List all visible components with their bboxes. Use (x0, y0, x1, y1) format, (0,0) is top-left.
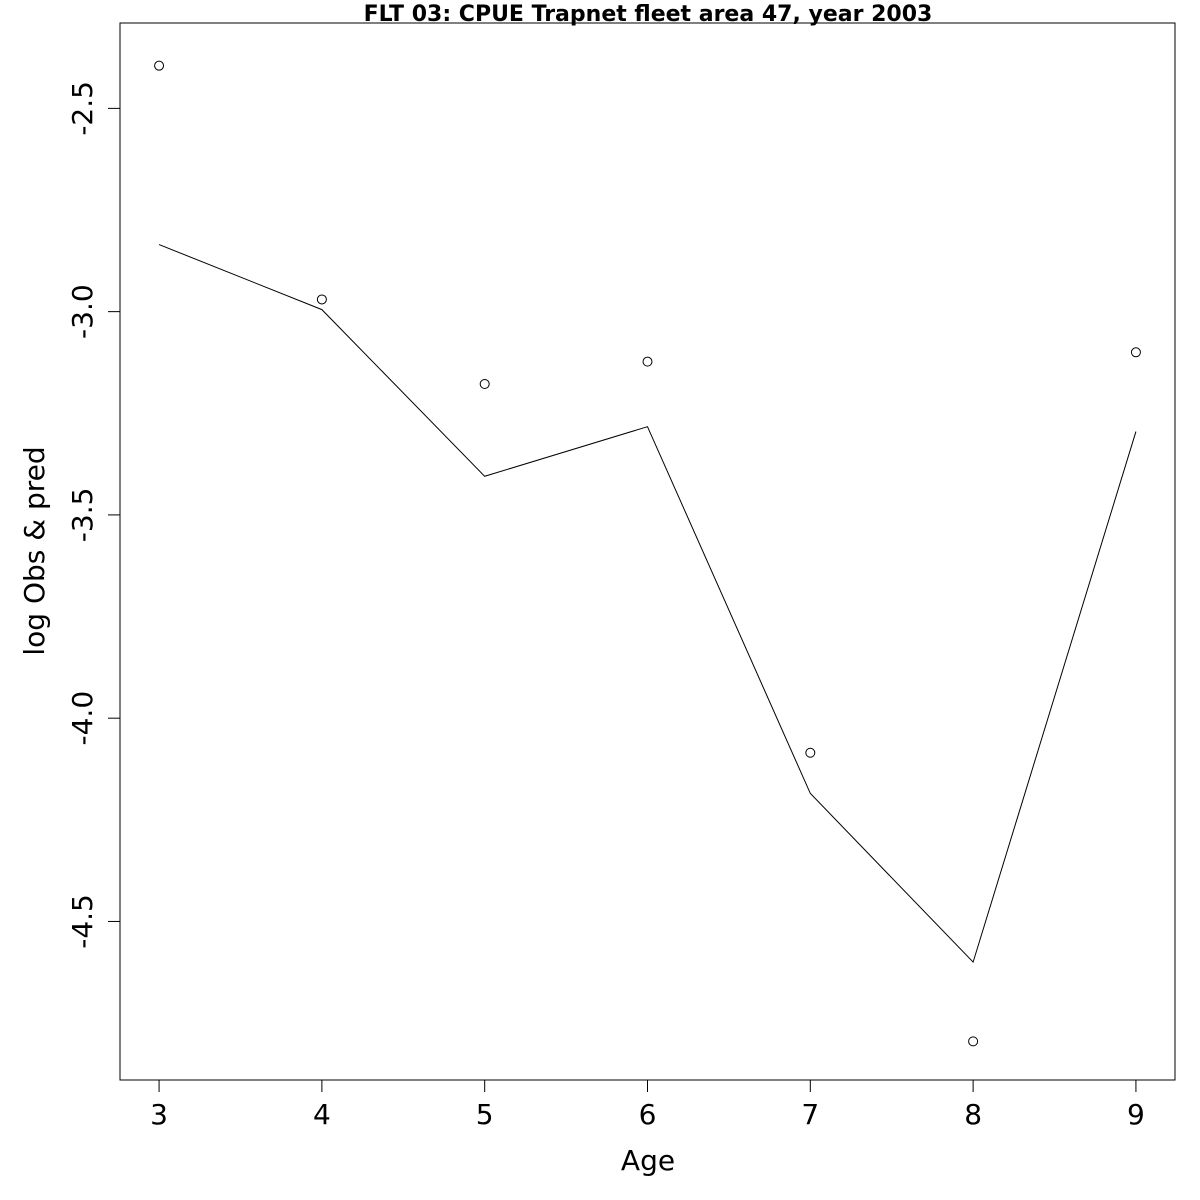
observed-point (154, 60, 165, 71)
x-tick-label: 7 (801, 1098, 819, 1131)
observed-point (805, 747, 816, 758)
x-tick-label: 6 (639, 1098, 657, 1131)
x-tick-label: 5 (476, 1098, 494, 1131)
predicted-line (158, 244, 1137, 964)
x-tick-label: 9 (1127, 1098, 1145, 1131)
y-tick-label: -4.5 (66, 894, 99, 949)
x-tick-label: 8 (964, 1098, 982, 1131)
x-tick-label: 3 (150, 1098, 168, 1131)
y-tick-label: -4.0 (66, 691, 99, 746)
observed-point (316, 294, 327, 305)
observed-point (968, 1036, 979, 1047)
x-tick-label: 4 (313, 1098, 331, 1131)
observed-point (479, 379, 490, 390)
y-axis: -2.5 -3.0 -3.5 -4.0 -4.5 (66, 81, 120, 949)
y-tick-label: -3.0 (66, 284, 99, 339)
y-tick-label: -3.5 (66, 488, 99, 543)
series-layer (154, 60, 1141, 1047)
y-axis-label: log Obs & pred (18, 446, 51, 655)
observed-point (642, 356, 653, 367)
observed-point (1130, 347, 1141, 358)
x-axis: 3 4 5 6 7 8 9 (150, 1080, 1145, 1131)
y-tick-label: -2.5 (66, 81, 99, 136)
plot-frame (119, 22, 1176, 1081)
x-axis-label: Age (621, 1144, 675, 1177)
